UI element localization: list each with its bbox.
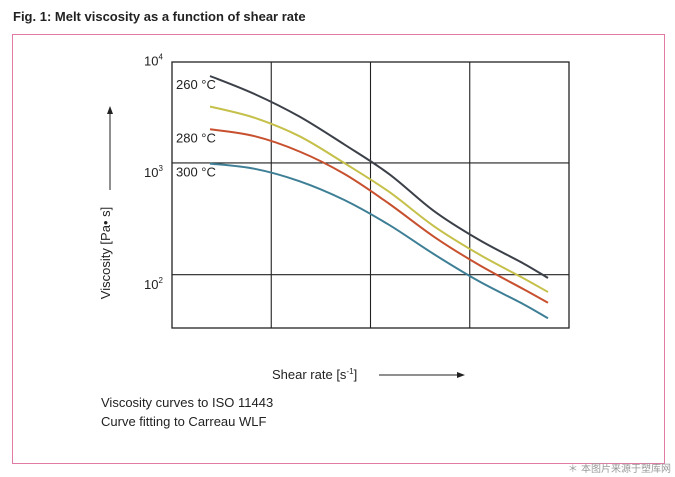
series-label: 300 °C [176,165,216,180]
series-label: 260 °C [176,77,216,92]
image-source-credit: ＊ 本图片来源于塑库网 [567,464,671,475]
figure-frame [12,34,665,464]
viscosity-curve-3 [209,128,549,304]
y-tick-label: 104 [144,52,163,68]
figure-title: Fig. 1: Melt viscosity as a function of … [13,9,306,24]
viscosity-curve-1 [209,75,549,279]
x-axis-title: Shear rate [s-1] [272,367,357,382]
y-axis-title-group: Viscosity [Pa• s] [98,106,113,299]
series-label: 280 °C [176,130,216,145]
y-tick-label: 102 [144,276,163,292]
chart-curves [209,75,549,320]
series-labels: 260 °C 280 °C 300 °C [176,77,216,180]
y-axis-title: Viscosity [Pa• s] [98,207,113,299]
viscosity-curve-2 [209,105,549,293]
x-axis-title-group: Shear rate [s-1] [272,367,465,382]
viscosity-curve-4 [209,162,549,320]
x-axis-arrow-head [457,372,465,378]
chart-grid [171,61,570,329]
y-tick-labels: 104 103 102 [144,52,163,292]
y-axis-arrow-head [107,106,113,114]
caption-line-1: Viscosity curves to ISO 11443 [101,395,273,410]
y-tick-label: 103 [144,164,163,180]
caption-line-2: Curve fitting to Carreau WLF [101,414,267,429]
